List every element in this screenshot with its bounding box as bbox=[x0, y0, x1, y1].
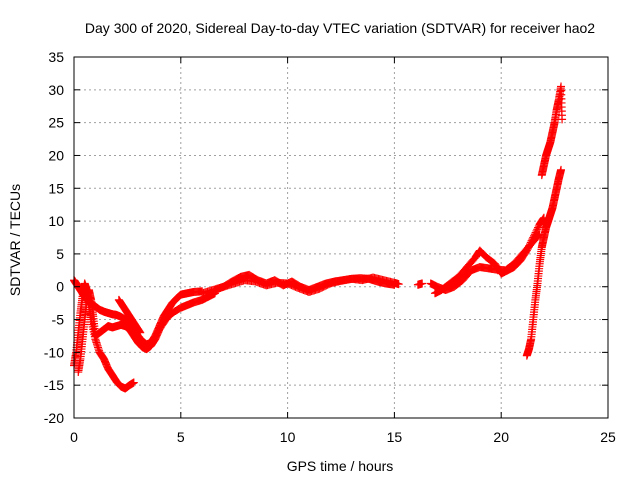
data-point bbox=[529, 233, 538, 242]
x-tick-label: 0 bbox=[70, 429, 78, 445]
data-point bbox=[522, 246, 531, 255]
data-point bbox=[530, 230, 539, 239]
chart-title: Day 300 of 2020, Sidereal Day-to-day VTE… bbox=[85, 20, 595, 36]
data-point bbox=[533, 225, 542, 234]
data-point bbox=[528, 235, 537, 244]
plot-frame bbox=[73, 56, 609, 419]
y-tick-label: 25 bbox=[48, 115, 64, 131]
data-point bbox=[394, 280, 403, 289]
y-tick-label: 35 bbox=[48, 49, 64, 65]
data-point bbox=[557, 165, 566, 174]
y-tick-label: 5 bbox=[56, 246, 64, 262]
data-point bbox=[527, 236, 536, 245]
data-points bbox=[70, 82, 567, 393]
x-tick-label: 20 bbox=[493, 429, 509, 445]
series-arc-d bbox=[114, 295, 145, 337]
data-point bbox=[524, 243, 533, 252]
series-arc-j bbox=[522, 165, 566, 360]
data-point bbox=[523, 244, 532, 253]
y-axis-label: SDTVAR / TECUs bbox=[7, 184, 23, 296]
series-arc-b bbox=[70, 279, 138, 393]
y-tick-label: -10 bbox=[44, 344, 64, 360]
y-tick-label: -5 bbox=[52, 312, 65, 328]
series-arc-k bbox=[537, 82, 567, 180]
grid-lines bbox=[74, 57, 608, 418]
data-point bbox=[532, 226, 541, 235]
y-tick-label: 20 bbox=[48, 147, 64, 163]
data-point bbox=[530, 231, 539, 240]
data-point bbox=[534, 223, 543, 232]
data-point bbox=[526, 238, 535, 247]
data-point bbox=[525, 241, 534, 250]
x-tick-label: 25 bbox=[600, 429, 616, 445]
y-tick-label: 0 bbox=[56, 279, 64, 295]
data-point bbox=[531, 228, 540, 237]
series-arc-g bbox=[413, 279, 427, 289]
data-point bbox=[558, 115, 567, 124]
y-tick-label: 30 bbox=[48, 82, 64, 98]
data-point bbox=[418, 279, 427, 288]
data-point bbox=[129, 378, 138, 387]
x-tick-label: 15 bbox=[387, 429, 403, 445]
x-axis-label: GPS time / hours bbox=[287, 458, 394, 474]
x-tick-label: 5 bbox=[177, 429, 185, 445]
series-arc-f bbox=[198, 273, 403, 298]
series-arc-c bbox=[74, 286, 219, 377]
y-tick-label: -20 bbox=[44, 410, 64, 426]
axis-ticks: 0 5 10 15 20 25 -20 -15 -10 -5 0 5 10 15 20 25 30 35 bbox=[44, 49, 616, 445]
data-point bbox=[136, 328, 145, 337]
series-arc-i bbox=[430, 213, 548, 298]
y-tick-label: -15 bbox=[44, 377, 64, 393]
x-tick-label: 10 bbox=[280, 429, 296, 445]
y-tick-label: 15 bbox=[48, 180, 64, 196]
y-tick-label: 10 bbox=[48, 213, 64, 229]
data-point bbox=[526, 240, 535, 249]
